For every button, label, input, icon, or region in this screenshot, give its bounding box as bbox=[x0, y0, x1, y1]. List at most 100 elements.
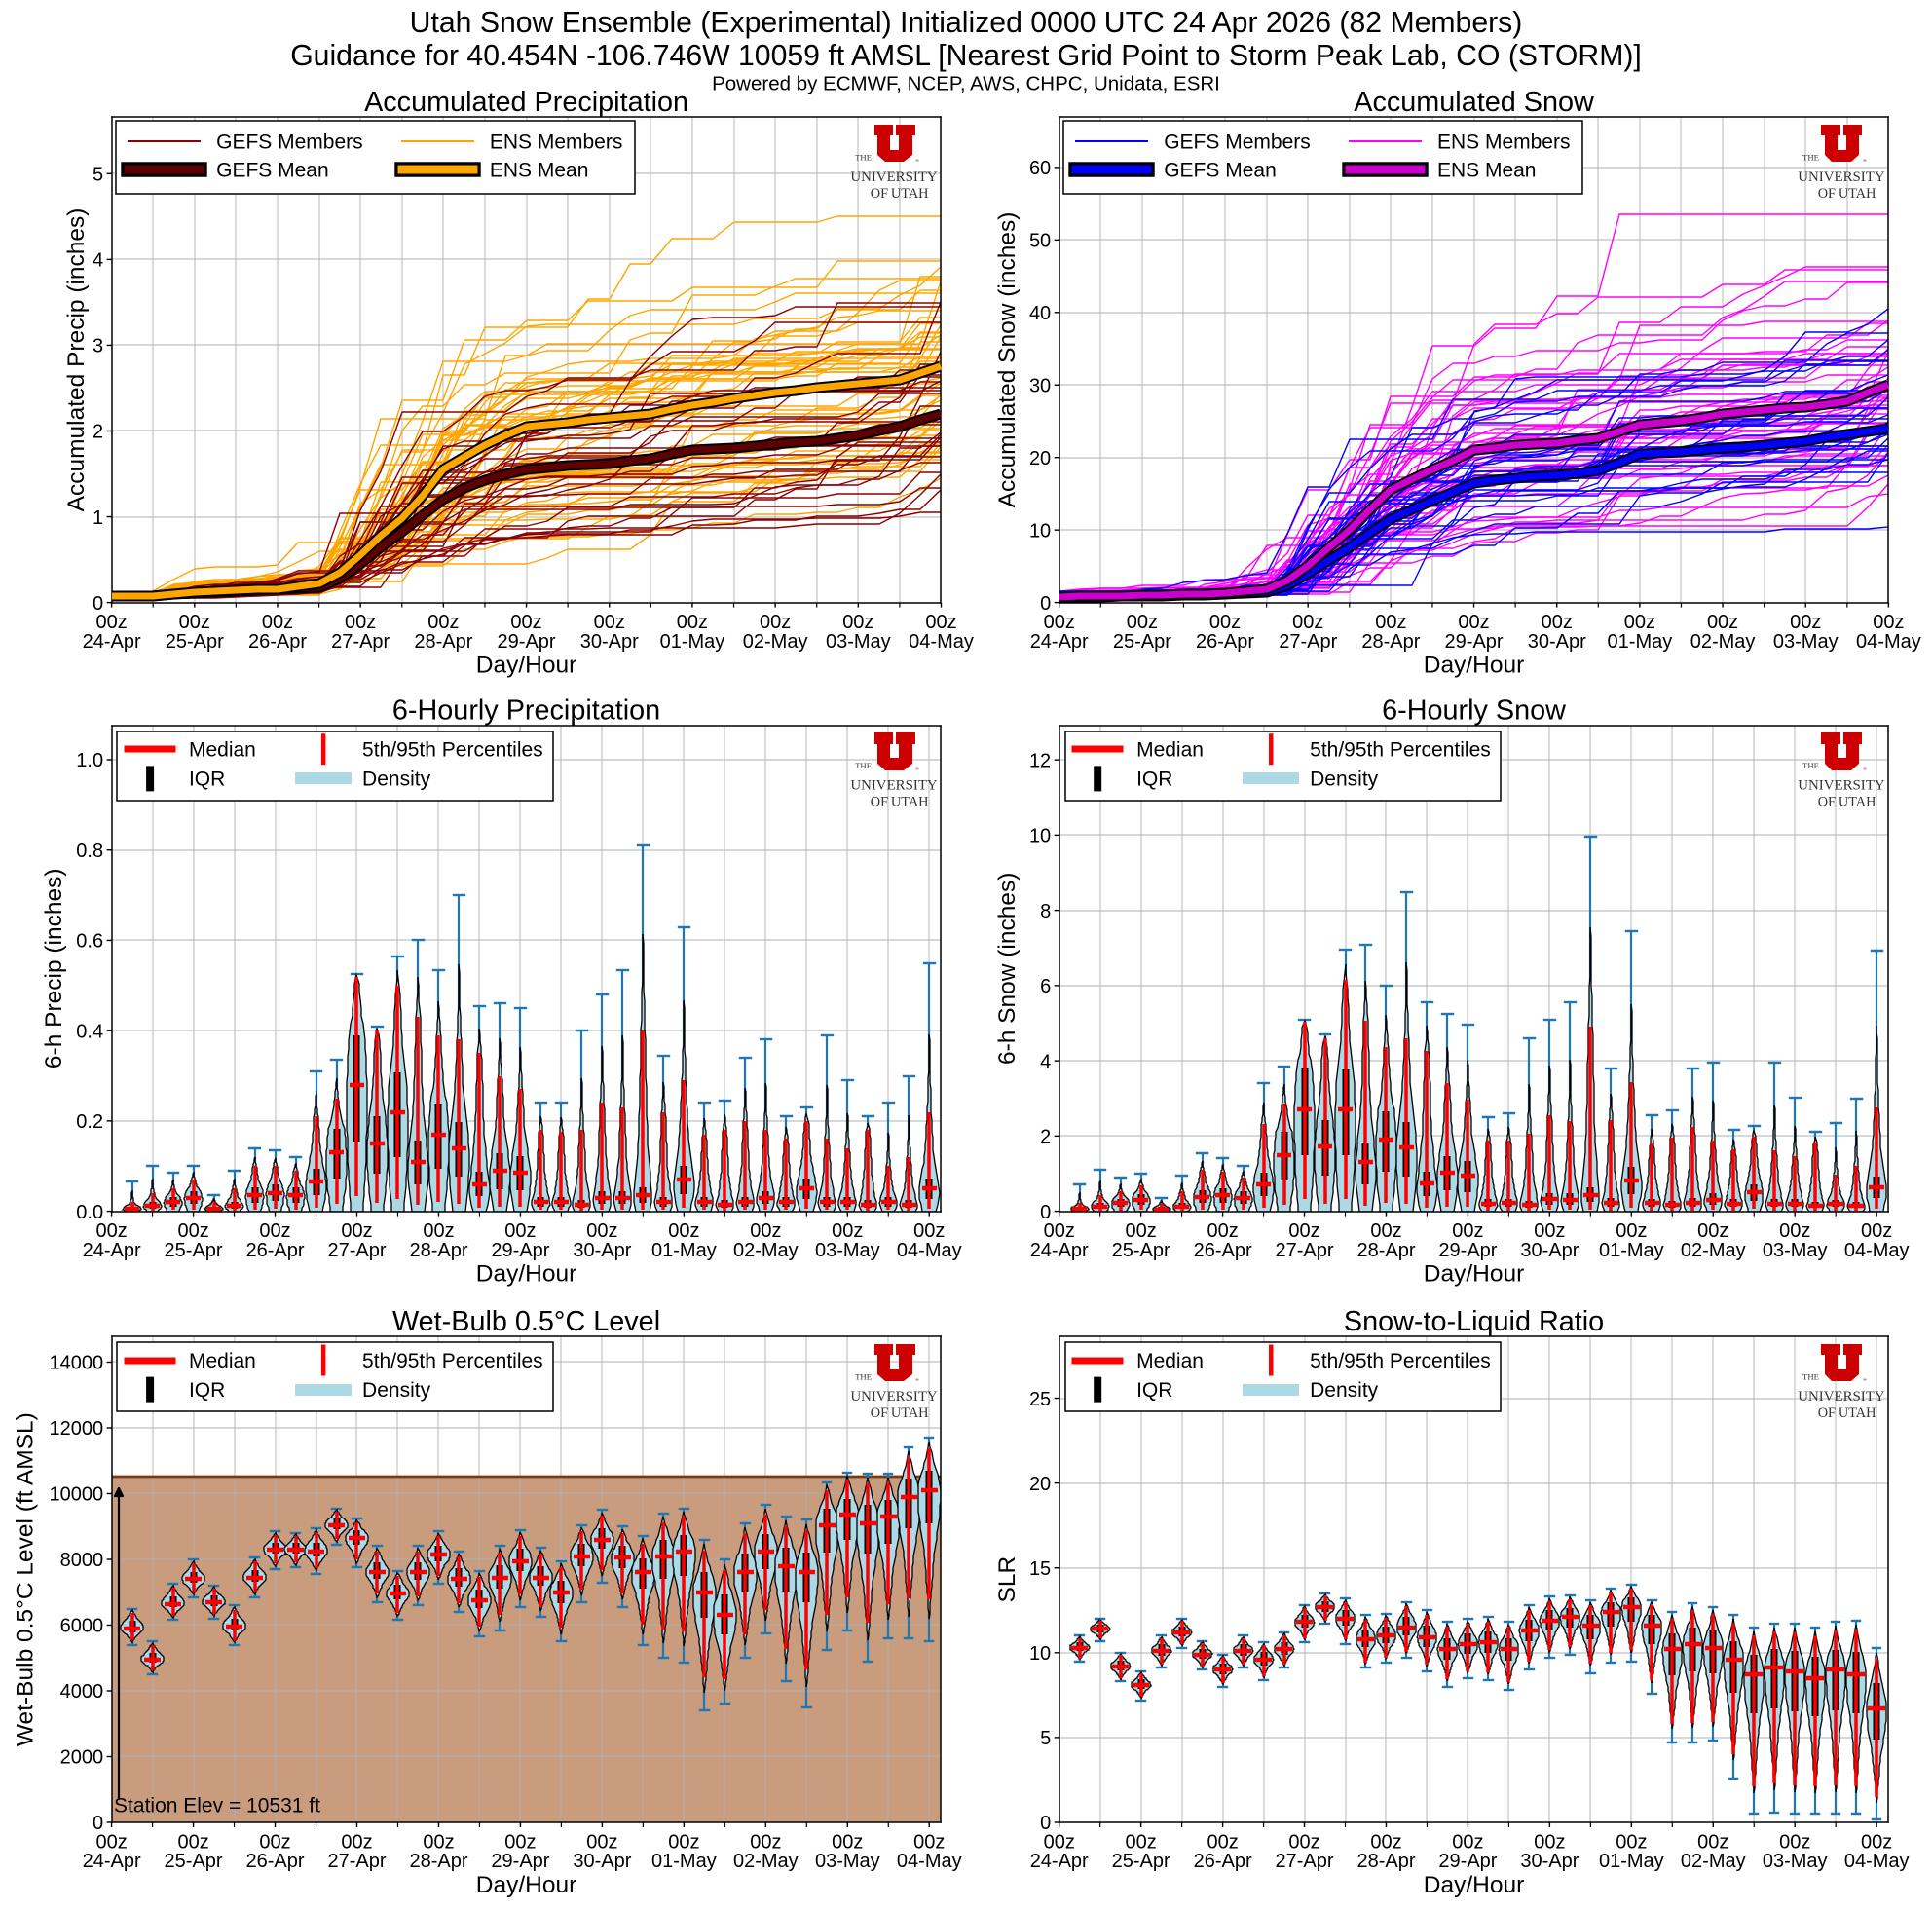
svg-text:00z: 00z bbox=[1288, 1220, 1319, 1242]
svg-text:00z: 00z bbox=[1534, 1831, 1565, 1853]
svg-text:20: 20 bbox=[1029, 1474, 1051, 1495]
svg-text:IQR: IQR bbox=[1136, 1379, 1172, 1402]
svg-text:SLR: SLR bbox=[994, 1556, 1021, 1603]
svg-text:00z: 00z bbox=[1288, 1831, 1319, 1853]
svg-text:20: 20 bbox=[1029, 448, 1051, 469]
svg-text:Density: Density bbox=[362, 1379, 431, 1402]
svg-text:60: 60 bbox=[1029, 158, 1051, 179]
svg-text:00z: 00z bbox=[1873, 612, 1904, 633]
svg-text:00z: 00z bbox=[95, 612, 127, 633]
svg-text:03-May: 03-May bbox=[1763, 1851, 1828, 1872]
svg-text:03-May: 03-May bbox=[826, 631, 891, 653]
svg-text:00z: 00z bbox=[1624, 612, 1655, 633]
svg-text:6-h Snow (inches): 6-h Snow (inches) bbox=[994, 873, 1021, 1065]
svg-text:00z: 00z bbox=[677, 612, 708, 633]
svg-text:Station Elev = 10531 ft: Station Elev = 10531 ft bbox=[114, 1795, 320, 1817]
svg-text:00z: 00z bbox=[750, 1220, 781, 1242]
svg-text:0: 0 bbox=[1040, 1813, 1051, 1834]
svg-text:00z: 00z bbox=[177, 1831, 208, 1853]
svg-text:02-May: 02-May bbox=[1681, 1240, 1746, 1261]
svg-text:0: 0 bbox=[1040, 593, 1051, 615]
svg-text:14000: 14000 bbox=[49, 1353, 103, 1374]
svg-text:12: 12 bbox=[1029, 750, 1051, 771]
svg-text:25-Apr: 25-Apr bbox=[1113, 631, 1171, 653]
svg-text:24-Apr: 24-Apr bbox=[83, 1851, 141, 1872]
svg-text:00z: 00z bbox=[832, 1831, 863, 1853]
svg-text:02-May: 02-May bbox=[1690, 631, 1756, 653]
svg-text:28-Apr: 28-Apr bbox=[1361, 631, 1420, 653]
svg-text:00z: 00z bbox=[913, 1220, 945, 1242]
svg-text:04-May: 04-May bbox=[897, 1240, 962, 1261]
svg-text:0.6: 0.6 bbox=[76, 931, 103, 953]
svg-text:01-May: 01-May bbox=[1608, 631, 1673, 653]
svg-text:0: 0 bbox=[1040, 1202, 1051, 1223]
svg-text:26-Apr: 26-Apr bbox=[1194, 1851, 1252, 1872]
svg-text:IQR: IQR bbox=[1136, 768, 1172, 791]
svg-text:00z: 00z bbox=[1616, 1220, 1647, 1242]
svg-text:00z: 00z bbox=[832, 1220, 863, 1242]
svg-text:4000: 4000 bbox=[60, 1681, 104, 1703]
svg-text:Density: Density bbox=[1310, 768, 1379, 791]
svg-text:0.4: 0.4 bbox=[76, 1021, 103, 1042]
svg-text:28-Apr: 28-Apr bbox=[1356, 1240, 1415, 1261]
svg-text:25-Apr: 25-Apr bbox=[166, 631, 224, 653]
svg-text:26-Apr: 26-Apr bbox=[246, 1851, 305, 1872]
svg-text:00z: 00z bbox=[1790, 612, 1821, 633]
svg-text:GEFS Members: GEFS Members bbox=[216, 131, 363, 154]
svg-text:0.0: 0.0 bbox=[76, 1202, 103, 1223]
svg-text:Day/Hour: Day/Hour bbox=[1424, 1261, 1524, 1288]
svg-text:OF UTAH: OF UTAH bbox=[1818, 186, 1876, 202]
svg-text:10000: 10000 bbox=[49, 1484, 103, 1506]
svg-text:UNIVERSITY: UNIVERSITY bbox=[1798, 778, 1885, 794]
svg-text:Median: Median bbox=[189, 1350, 256, 1372]
svg-text:27-Apr: 27-Apr bbox=[331, 631, 390, 653]
svg-text:28-Apr: 28-Apr bbox=[1356, 1851, 1415, 1872]
svg-text:27-Apr: 27-Apr bbox=[327, 1851, 386, 1872]
svg-text:THE: THE bbox=[855, 1371, 872, 1381]
svg-text:ENS Mean: ENS Mean bbox=[490, 160, 589, 182]
svg-text:0.2: 0.2 bbox=[76, 1111, 103, 1133]
svg-text:00z: 00z bbox=[177, 1220, 208, 1242]
svg-text:04-May: 04-May bbox=[897, 1851, 962, 1872]
svg-text:00z: 00z bbox=[1707, 612, 1738, 633]
svg-text:00z: 00z bbox=[1044, 1220, 1075, 1242]
svg-text:01-May: 01-May bbox=[1599, 1240, 1664, 1261]
svg-text:3: 3 bbox=[93, 336, 103, 357]
svg-text:00z: 00z bbox=[842, 612, 873, 633]
svg-text:40: 40 bbox=[1029, 303, 1051, 324]
svg-text:Median: Median bbox=[189, 739, 256, 762]
svg-text:01-May: 01-May bbox=[651, 1240, 717, 1261]
svg-text:6-Hourly Snow: 6-Hourly Snow bbox=[1382, 695, 1566, 727]
svg-text:00z: 00z bbox=[1779, 1220, 1810, 1242]
svg-text:00z: 00z bbox=[750, 1831, 781, 1853]
svg-text:5th/95th Percentiles: 5th/95th Percentiles bbox=[362, 739, 543, 762]
svg-text:00z: 00z bbox=[504, 1831, 536, 1853]
svg-text:00z: 00z bbox=[1126, 1220, 1157, 1242]
svg-text:Day/Hour: Day/Hour bbox=[476, 1872, 576, 1898]
svg-text:29-Apr: 29-Apr bbox=[491, 1851, 549, 1872]
svg-text:OF UTAH: OF UTAH bbox=[1818, 1405, 1876, 1421]
svg-text:00z: 00z bbox=[1126, 1831, 1157, 1853]
svg-text:29-Apr: 29-Apr bbox=[1445, 631, 1504, 653]
svg-text:UNIVERSITY: UNIVERSITY bbox=[850, 1389, 938, 1405]
svg-text:0.8: 0.8 bbox=[76, 841, 103, 862]
svg-text:00z: 00z bbox=[1779, 1831, 1810, 1853]
svg-text:10: 10 bbox=[1029, 520, 1051, 542]
svg-text:26-Apr: 26-Apr bbox=[1196, 631, 1254, 653]
svg-text:00z: 00z bbox=[668, 1220, 699, 1242]
svg-text:6: 6 bbox=[1040, 976, 1051, 997]
svg-text:00z: 00z bbox=[1207, 1220, 1238, 1242]
svg-text:00z: 00z bbox=[95, 1220, 127, 1242]
svg-text:24-Apr: 24-Apr bbox=[83, 1240, 141, 1261]
svg-text:6-h Precip (inches): 6-h Precip (inches) bbox=[41, 868, 67, 1068]
svg-text:02-May: 02-May bbox=[733, 1240, 799, 1261]
svg-text:6-Hourly Precipitation: 6-Hourly Precipitation bbox=[392, 695, 660, 727]
svg-text:00z: 00z bbox=[1207, 1831, 1238, 1853]
svg-text:27-Apr: 27-Apr bbox=[1276, 1851, 1334, 1872]
svg-text:00z: 00z bbox=[504, 1220, 536, 1242]
svg-text:00z: 00z bbox=[1209, 612, 1241, 633]
svg-text:Day/Hour: Day/Hour bbox=[1424, 1872, 1524, 1898]
svg-text:30: 30 bbox=[1029, 375, 1051, 396]
svg-text:03-May: 03-May bbox=[815, 1240, 880, 1261]
svg-text:25-Apr: 25-Apr bbox=[165, 1240, 223, 1261]
